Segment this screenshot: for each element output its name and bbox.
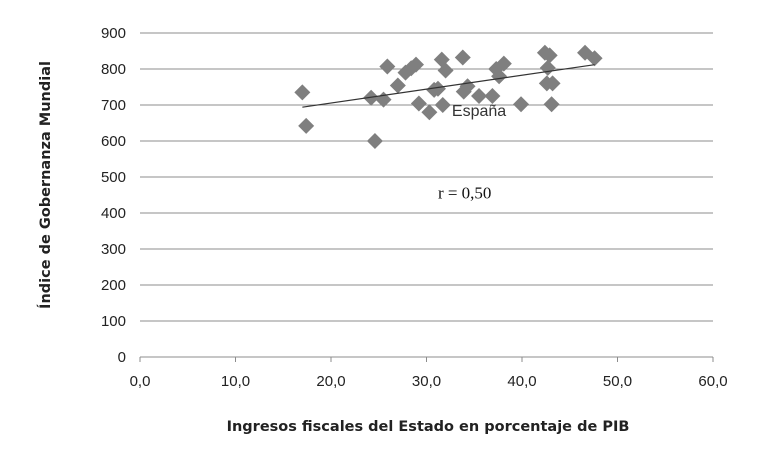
data-point (366, 133, 383, 149)
data-point (437, 62, 454, 79)
country-label: España (452, 103, 506, 120)
trendline-group (302, 64, 595, 108)
y-tick-label: 0 (118, 349, 126, 366)
x-tick-label: 10,0 (221, 373, 250, 390)
axes (139, 356, 714, 362)
data-point (429, 80, 446, 97)
data-point (363, 89, 380, 106)
data-points (294, 44, 603, 149)
y-tick-labels: 0 100 200 300 400 500 600 700 800 900 (101, 25, 126, 366)
data-point (410, 95, 427, 112)
y-tick-label: 300 (101, 241, 126, 258)
y-axis-title: Índice de Gobernanza Mundial (37, 61, 54, 309)
data-point (471, 88, 488, 104)
x-tick-labels: 0,0 10,0 20,0 30,0 40,0 50,0 60,0 (130, 373, 728, 390)
data-point (513, 96, 530, 113)
x-tick-label: 0,0 (130, 373, 151, 390)
trendline (302, 64, 595, 108)
data-point (434, 97, 451, 113)
x-tick-label: 20,0 (316, 373, 345, 390)
grid-lines (140, 32, 713, 322)
y-tick-label: 500 (101, 169, 126, 186)
y-tick-label: 400 (101, 205, 126, 222)
data-point (421, 104, 438, 121)
y-tick-label: 600 (101, 133, 126, 150)
data-point (541, 47, 558, 64)
x-tick-label: 30,0 (412, 373, 441, 390)
correlation-label: r = 0,50 (438, 184, 492, 203)
x-tick-label: 50,0 (603, 373, 632, 390)
data-point (543, 96, 560, 113)
data-point (454, 49, 471, 66)
x-tick-label: 40,0 (507, 373, 536, 390)
x-axis-title: Ingresos fiscales del Estado en porcenta… (227, 419, 630, 435)
data-point (495, 55, 512, 72)
data-point (389, 77, 406, 94)
y-tick-label: 200 (101, 277, 126, 294)
data-point (407, 56, 424, 73)
data-point (544, 75, 561, 92)
data-point (484, 88, 501, 104)
data-point (298, 117, 315, 134)
y-tick-label: 100 (101, 313, 126, 330)
data-point (586, 50, 603, 67)
data-point (491, 68, 508, 85)
data-point (379, 58, 396, 75)
data-point (539, 59, 556, 76)
x-tick-label: 60,0 (698, 373, 727, 390)
y-tick-label: 700 (101, 97, 126, 114)
y-tick-label: 900 (101, 25, 126, 42)
y-tick-label: 800 (101, 61, 126, 78)
annotations: España r = 0,50 (438, 103, 506, 203)
data-point (294, 84, 311, 101)
